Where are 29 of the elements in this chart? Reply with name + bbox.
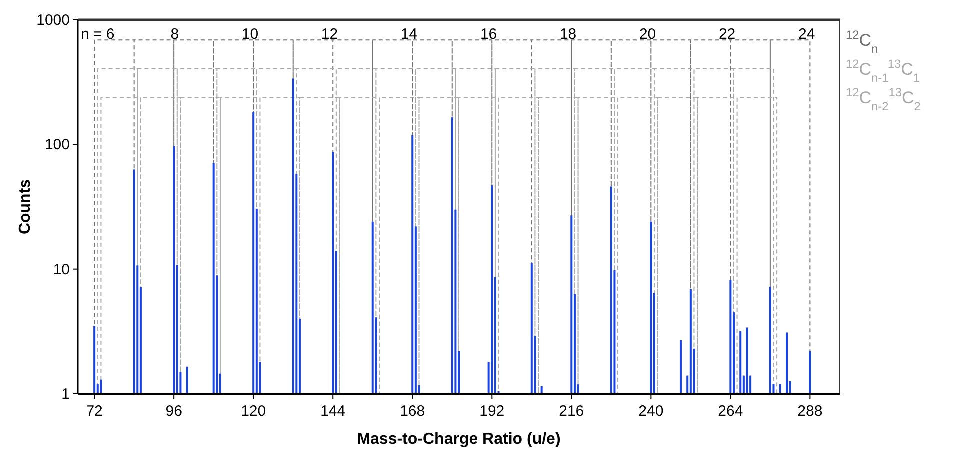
x-tick-label: 264 (718, 403, 744, 420)
y-tick-label: 10 (53, 261, 70, 278)
text: $^{12}$C$_{n}$ (846, 28, 878, 56)
x2-tick-label: 14 (400, 26, 418, 43)
x2-tick-label: 24 (798, 26, 816, 43)
y-tick-label: 1 (62, 386, 70, 403)
x2-tick-label: 8 (170, 26, 180, 43)
x-tick-label: 216 (559, 403, 584, 420)
text: $^{12}$C$_{n-2}$$^{13}$C$_{2}$ (846, 86, 922, 114)
x-tick-label: 120 (241, 403, 266, 420)
y-axis-title: Counts (17, 179, 34, 235)
x-tick-label: 192 (480, 403, 505, 420)
x-tick-label: 240 (638, 403, 664, 420)
x2-tick-label: 10 (242, 26, 259, 43)
x2-tick-label: 18 (560, 26, 577, 43)
x-tick-label: 168 (400, 403, 426, 420)
x-axis-title: Mass-to-Charge Ratio (u/e) (357, 431, 561, 448)
x-tick-label: 144 (320, 403, 346, 420)
y-tick-label: 1000 (36, 12, 70, 29)
y-tick-label: 100 (44, 136, 70, 154)
x-tick-label: 288 (798, 403, 823, 420)
x2-tick-label: 16 (480, 26, 498, 43)
x2-tick-label: n = 6 (81, 26, 115, 43)
x-tick-label: 96 (166, 403, 182, 420)
x2-tick-label: 22 (718, 26, 736, 43)
x2-tick-label: 12 (321, 26, 338, 43)
x2-tick-label: 20 (639, 26, 656, 43)
text: $^{12}$C$_{n-1}$$^{13}$C$_{1}$ (846, 56, 920, 85)
x-tick-label: 72 (86, 403, 103, 420)
